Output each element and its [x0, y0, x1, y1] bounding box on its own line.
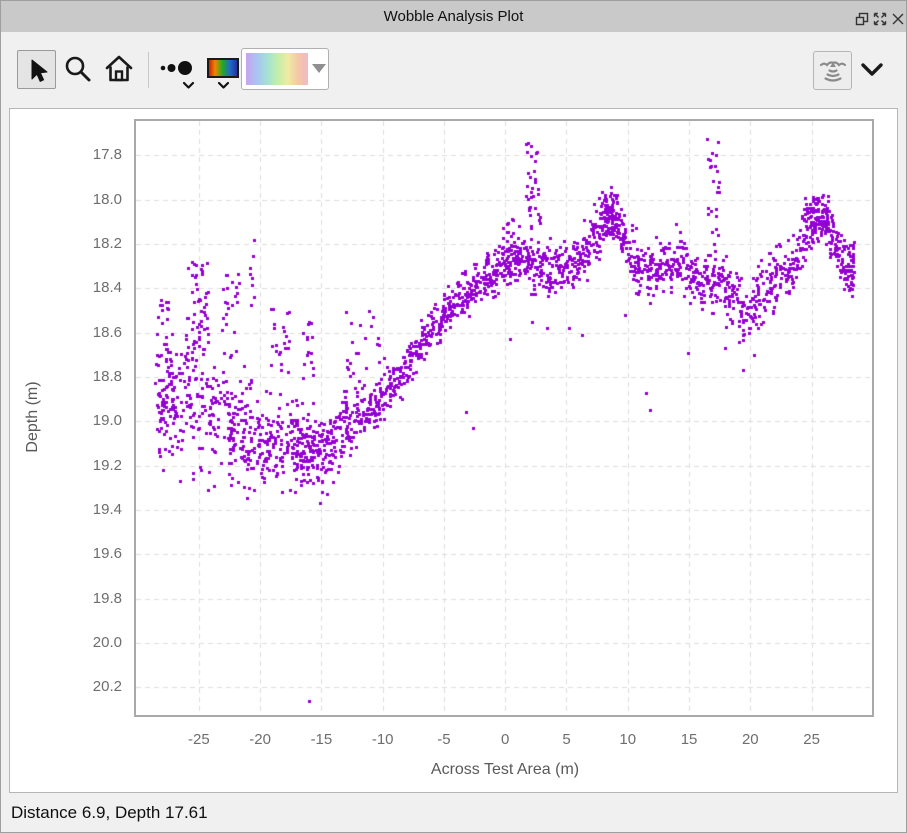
x-tick-label: -10 — [371, 731, 394, 748]
titlebar[interactable]: Wobble Analysis Plot — [1, 1, 906, 32]
point-size-dropdown[interactable] — [181, 80, 195, 90]
x-axis-label: Across Test Area (m) — [430, 761, 580, 778]
scatter-canvas[interactable] — [136, 121, 872, 715]
y-tick-label: 18.6 — [92, 323, 122, 341]
y-tick-label: 18.4 — [92, 279, 122, 297]
zoom-tool-button[interactable] — [60, 51, 96, 87]
chevron-down-icon — [861, 63, 883, 76]
status-readout: Distance 6.9, Depth 17.61 — [11, 803, 208, 822]
x-tick-label: 25 — [803, 731, 820, 748]
colormap-dropdown[interactable] — [216, 80, 230, 90]
y-tick-label: 19.2 — [92, 456, 122, 474]
x-tick-label: 5 — [562, 731, 571, 748]
y-tick-label: 19.8 — [92, 589, 122, 607]
x-tick-label: 0 — [501, 731, 510, 748]
colormap-mode-button[interactable] — [206, 57, 240, 79]
float-window-icon — [855, 12, 869, 26]
chevron-down-icon — [182, 81, 194, 89]
y-tick-label: 19.4 — [92, 500, 122, 518]
colormap-selector[interactable] — [241, 48, 329, 90]
cursor-arrow-icon — [31, 59, 47, 82]
x-tick-label: -25 — [188, 731, 210, 748]
dots-size-icon — [160, 61, 192, 75]
y-tick-label: 18.0 — [92, 190, 122, 208]
expand-window-icon — [873, 12, 887, 26]
y-tick-label: 18.8 — [92, 367, 122, 385]
window-title: Wobble Analysis Plot — [383, 8, 524, 25]
sonar-settings-button[interactable] — [813, 51, 852, 90]
plot-panel: Depth (m) 17.8 18.0 18.2 18.4 18.6 18.8 19.0 19… — [9, 108, 898, 793]
pointer-tool-button[interactable] — [17, 50, 56, 89]
close-window-button[interactable] — [890, 11, 906, 27]
x-tick-label: 10 — [619, 731, 637, 748]
dropdown-arrow-icon — [312, 64, 326, 73]
y-tick-label: 17.8 — [92, 146, 122, 164]
sonar-swath-icon — [819, 60, 846, 82]
x-tick-label: -20 — [249, 731, 271, 748]
toolbar-separator — [148, 52, 149, 88]
x-tick-label: -15 — [310, 731, 333, 748]
x-tick-label: 20 — [741, 731, 759, 748]
x-tick-label: 15 — [680, 731, 698, 748]
magnifier-icon — [65, 56, 91, 82]
x-tick-label: -5 — [437, 731, 451, 748]
colormap-gradient-icon — [207, 58, 239, 78]
float-window-button[interactable] — [854, 11, 870, 27]
expand-window-button[interactable] — [872, 11, 888, 27]
y-tick-label: 19.0 — [92, 412, 122, 430]
y-tick-label: 20.0 — [92, 633, 122, 651]
home-view-button[interactable] — [101, 51, 137, 87]
more-options-button[interactable] — [857, 58, 887, 82]
point-size-button[interactable] — [157, 53, 203, 83]
home-icon — [105, 55, 133, 82]
chevron-down-icon — [217, 81, 229, 89]
y-axis-label: Depth (m) — [24, 381, 41, 453]
plot-axes-frame — [134, 119, 874, 717]
y-tick-label: 18.2 — [92, 235, 122, 252]
toolbar — [1, 33, 906, 107]
close-icon — [892, 13, 904, 25]
y-tick-label: 19.6 — [92, 545, 122, 563]
y-tick-label: 20.2 — [92, 678, 122, 696]
colormap-swatch — [246, 53, 308, 85]
